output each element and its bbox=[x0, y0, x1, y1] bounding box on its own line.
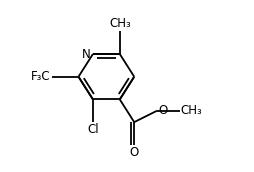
Text: CH₃: CH₃ bbox=[181, 104, 202, 117]
Text: N: N bbox=[82, 47, 91, 61]
Text: O: O bbox=[158, 104, 167, 117]
Text: F₃C: F₃C bbox=[31, 70, 51, 83]
Text: Cl: Cl bbox=[87, 123, 99, 136]
Text: O: O bbox=[130, 146, 139, 159]
Text: CH₃: CH₃ bbox=[109, 17, 131, 30]
